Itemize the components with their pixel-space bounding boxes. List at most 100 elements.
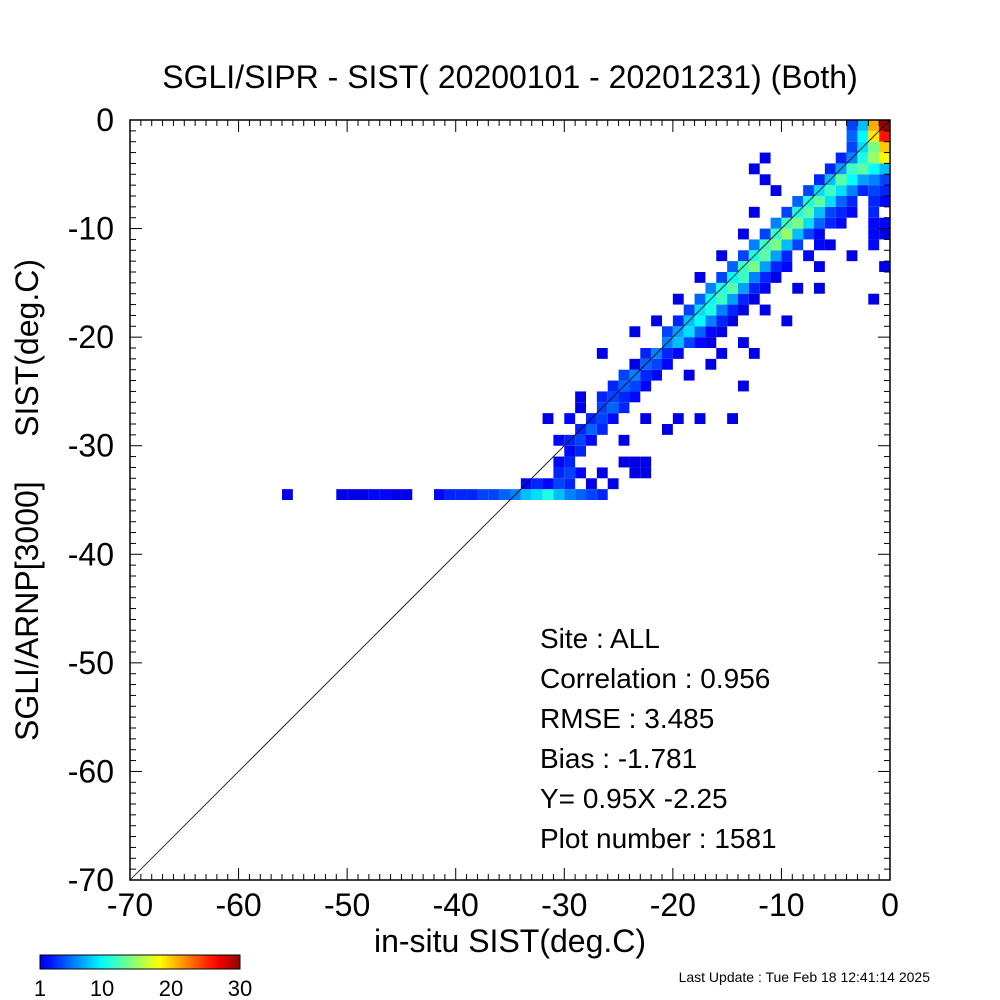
density-cell [705,315,717,327]
density-cell [814,196,825,207]
density-cell [564,445,576,457]
density-cell [596,348,608,359]
density-cell [803,217,814,229]
density-cell [792,239,804,251]
density-cell [542,478,554,490]
density-cell [835,217,847,229]
density-cell [564,489,576,500]
density-cell [879,163,890,175]
density-cell [814,206,825,218]
density-cell [770,272,782,283]
density-cell [618,369,630,381]
density-cell [444,489,456,500]
density-cell [629,358,641,370]
density-cell [781,315,793,327]
density-cell [770,239,782,251]
density-cell [282,489,293,500]
density-cell [618,434,630,446]
density-cell [586,478,597,490]
density-cell [727,282,738,294]
density-cell [629,467,641,479]
stat-row: Site : ALL [540,623,660,654]
density-cell [542,489,554,500]
density-cell [662,326,673,338]
chart-title: SGLI/SIPR - SIST( 20200101 - 20201231) (… [162,59,857,95]
density-cell [586,489,597,500]
density-cell [781,250,793,262]
colorbar-tick-label: 30 [228,976,252,1000]
density-cell [683,369,695,381]
density-cell [835,196,847,207]
density-cell [748,239,760,251]
density-cell [759,174,771,186]
density-cell [738,282,749,294]
density-cell [694,293,706,305]
density-cell [846,185,858,196]
density-cell [748,282,760,294]
stat-label: Correlation [540,663,677,694]
density-cell [662,348,673,359]
density-cell [738,272,749,283]
density-cell [618,456,630,468]
density-cell [759,261,771,272]
density-cell [727,293,738,305]
y-tick-label: 0 [96,102,114,138]
density-cell [824,206,836,218]
x-tick-label: -20 [650,887,696,923]
density-cell [781,228,793,240]
one-to-one-line [129,119,891,881]
density-cell [814,228,825,240]
density-cell [846,250,858,262]
density-cell [792,196,804,207]
density-cell [705,304,717,316]
density-cell [336,489,348,500]
density-cell [640,348,652,359]
density-cell [531,478,543,490]
density-cell [575,402,586,414]
density-cell [564,467,576,479]
x-tick-label: -50 [324,887,370,923]
density-cell [716,326,728,338]
density-cell [846,206,858,218]
density-cell [629,326,641,338]
density-cell [803,250,814,262]
density-cell [748,163,760,175]
density-cell [759,304,771,316]
density-cell [434,489,445,500]
x-tick-label: -40 [433,887,479,923]
density-cell [683,337,695,348]
density-cell [846,120,858,131]
density-cell [857,185,869,196]
density-cell [694,326,706,338]
density-cell [586,424,597,435]
y-tick-label: -70 [68,862,114,898]
y-tick-label: -10 [68,211,114,247]
density-cell [618,402,630,414]
density-cell [846,174,858,186]
density-cell [770,250,782,262]
stat-row: RMSE : 3.485 [540,703,714,734]
density-cell [846,141,858,153]
density-cell [868,293,880,305]
density-cell [575,445,586,457]
density-cell [553,478,565,490]
x-tick-label: -70 [107,887,153,923]
density-cell [629,380,641,392]
stat-row: Bias : -1.781 [540,743,697,774]
stat-label: Bias [540,743,594,774]
density-cell [868,217,880,229]
colorbar-tick-label: 10 [90,976,114,1000]
density-cell [738,337,749,348]
stat-separator: : [621,703,644,734]
density-cell [879,152,890,164]
density-cell [781,261,793,272]
density-cell [814,282,825,294]
stat-separator: : [677,663,700,694]
density-cell [640,467,652,479]
density-cell [596,467,608,479]
density-cell [879,196,890,207]
density-cell [672,337,684,348]
density-cell [575,391,586,403]
density-cell [727,315,738,327]
